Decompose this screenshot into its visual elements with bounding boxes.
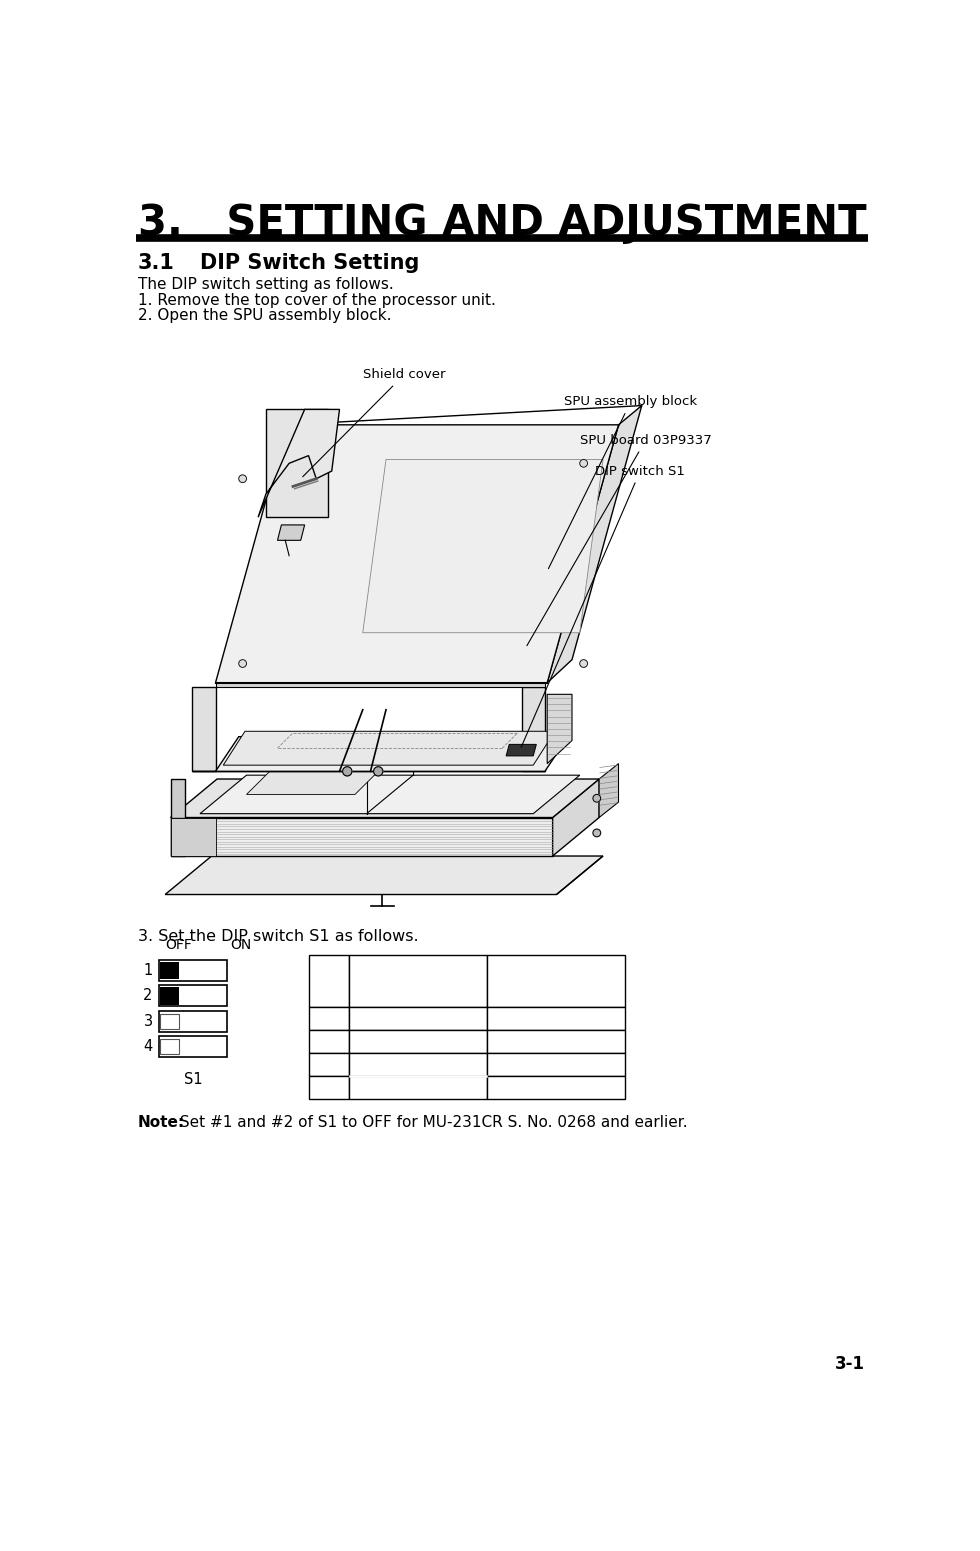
Bar: [487, 1053, 624, 1076]
Text: 3.1: 3.1: [138, 253, 174, 273]
Text: 2. Open the SPU assembly block.: 2. Open the SPU assembly block.: [138, 309, 391, 323]
Polygon shape: [216, 679, 545, 687]
Circle shape: [580, 659, 587, 667]
Polygon shape: [171, 817, 553, 856]
Text: Monitor UXGA
(1024x1360): Monitor UXGA (1024x1360): [491, 959, 589, 990]
Polygon shape: [277, 524, 305, 540]
Text: 4: 4: [324, 1081, 333, 1095]
Bar: [487, 1030, 624, 1053]
Text: SPU board 03P9337: SPU board 03P9337: [527, 434, 711, 645]
Polygon shape: [557, 856, 603, 895]
Polygon shape: [223, 731, 555, 765]
Polygon shape: [266, 409, 328, 516]
Text: 1: 1: [143, 963, 153, 977]
Text: 2: 2: [324, 1035, 333, 1048]
Bar: [349, 1030, 487, 1053]
Polygon shape: [547, 695, 572, 763]
Polygon shape: [599, 763, 618, 817]
Bar: [487, 1076, 624, 1100]
Text: 3: 3: [144, 1014, 153, 1028]
Text: SPU assembly block: SPU assembly block: [549, 396, 698, 569]
Bar: [309, 1030, 349, 1053]
Text: Set #1 and #2 of S1 to OFF for MU-231CR S. No. 0268 and earlier.: Set #1 and #2 of S1 to OFF for MU-231CR …: [175, 1115, 688, 1129]
Text: 1: 1: [324, 1011, 333, 1027]
Bar: [159, 1036, 227, 1056]
Bar: [159, 985, 227, 1007]
Polygon shape: [216, 425, 618, 682]
Text: OFF: OFF: [354, 1011, 381, 1027]
Text: S1: S1: [183, 1072, 202, 1087]
Text: 2: 2: [143, 988, 153, 1003]
Circle shape: [239, 659, 247, 667]
Text: DIP Switch Setting: DIP Switch Setting: [200, 253, 419, 273]
Bar: [349, 1053, 487, 1076]
Polygon shape: [363, 459, 603, 633]
Polygon shape: [192, 687, 216, 771]
Polygon shape: [247, 763, 386, 794]
Text: OFF: OFF: [354, 1035, 381, 1048]
Text: ON: ON: [491, 1011, 514, 1027]
Text: 3: 3: [324, 1058, 333, 1072]
Bar: [159, 1011, 227, 1031]
Bar: [309, 954, 349, 1007]
Bar: [161, 986, 179, 1005]
Polygon shape: [521, 687, 545, 771]
Bar: [349, 1007, 487, 1030]
Text: Note:: Note:: [138, 1115, 185, 1129]
Bar: [487, 1007, 624, 1030]
Circle shape: [239, 475, 247, 482]
Text: ON: ON: [230, 938, 252, 952]
Polygon shape: [553, 779, 599, 856]
Text: 3. Set the DIP switch S1 as follows.: 3. Set the DIP switch S1 as follows.: [138, 929, 418, 945]
Text: 3-1: 3-1: [835, 1356, 865, 1373]
Bar: [161, 962, 179, 979]
Text: DIP switch S1: DIP switch S1: [521, 464, 685, 748]
Text: 1. Remove the top cover of the processor unit.: 1. Remove the top cover of the processor…: [138, 293, 496, 307]
Polygon shape: [171, 779, 184, 817]
Text: Not used.: Not used.: [382, 1069, 453, 1084]
Text: OFF: OFF: [165, 938, 192, 952]
Circle shape: [580, 459, 587, 467]
Circle shape: [593, 830, 601, 838]
Polygon shape: [171, 779, 599, 817]
Polygon shape: [547, 405, 642, 682]
Text: The DIP switch setting as follows.: The DIP switch setting as follows.: [138, 278, 394, 292]
Bar: [161, 1039, 179, 1055]
Polygon shape: [165, 856, 603, 895]
Polygon shape: [200, 776, 580, 814]
Polygon shape: [216, 737, 568, 771]
Polygon shape: [171, 817, 184, 856]
Text: OFF: OFF: [491, 1035, 519, 1048]
Polygon shape: [506, 744, 536, 755]
Polygon shape: [258, 409, 339, 516]
Text: 3.   SETTING AND ADJUSTMENT: 3. SETTING AND ADJUSTMENT: [138, 202, 866, 244]
Bar: [309, 1076, 349, 1100]
Bar: [349, 1076, 487, 1100]
Text: Shield cover: Shield cover: [303, 368, 445, 476]
Bar: [159, 960, 227, 980]
Bar: [487, 954, 624, 1007]
Bar: [161, 1014, 179, 1028]
Text: 4: 4: [143, 1039, 153, 1055]
Circle shape: [343, 766, 352, 776]
Text: S1: S1: [318, 974, 339, 988]
Bar: [309, 1053, 349, 1076]
Bar: [349, 954, 487, 1007]
Bar: [309, 1007, 349, 1030]
Text: Monitor SXGA
(1024x1280,
Default): Monitor SXGA (1024x1280, Default): [354, 959, 449, 1005]
Circle shape: [373, 766, 383, 776]
Circle shape: [593, 794, 601, 802]
Polygon shape: [171, 817, 216, 856]
